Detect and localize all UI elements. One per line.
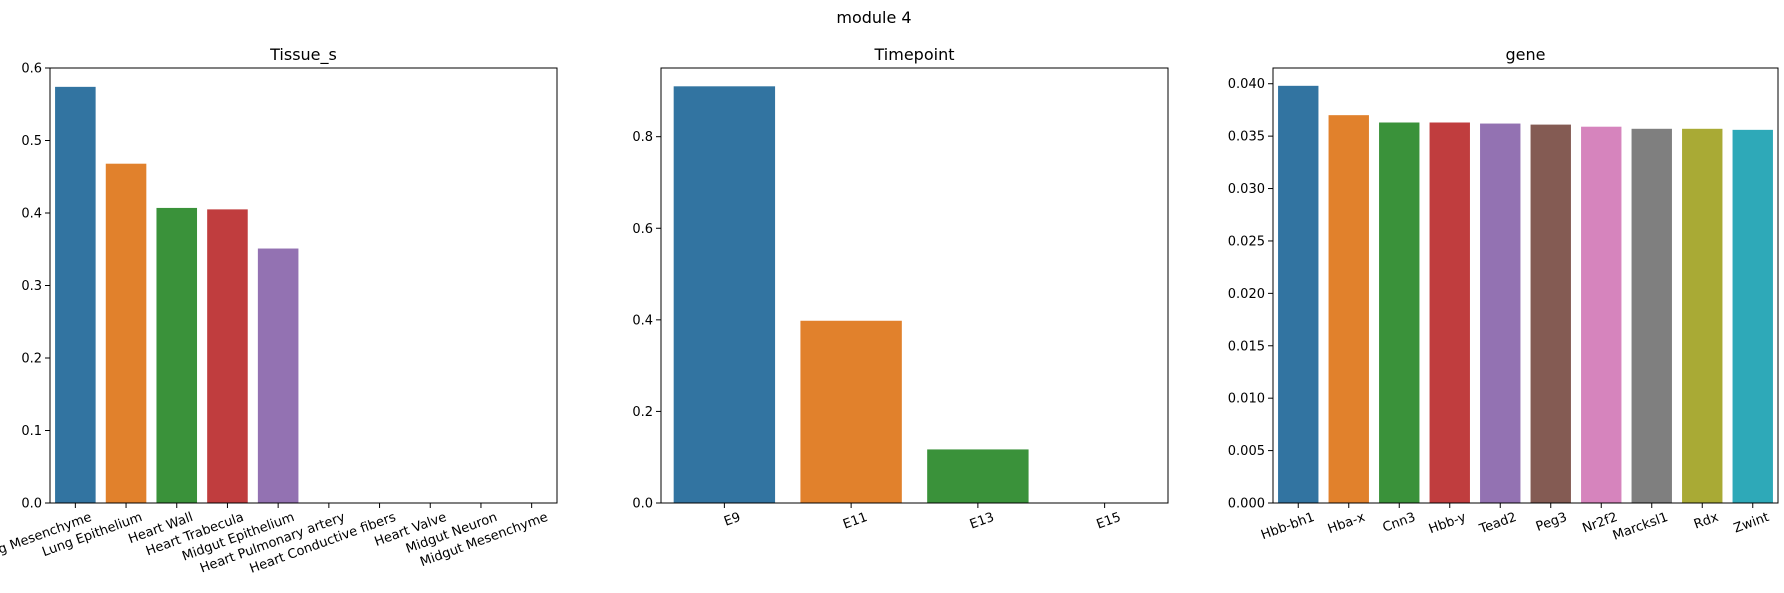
y-tick-label: 0.2 xyxy=(632,405,653,420)
y-tick-label: 0.020 xyxy=(1228,287,1265,302)
y-tick-label: 0.005 xyxy=(1228,444,1265,459)
x-tick-label: Tead2 xyxy=(1477,510,1519,538)
y-tick-label: 0.2 xyxy=(21,352,42,367)
x-tick-label: E15 xyxy=(1095,510,1123,533)
x-tick-label: E11 xyxy=(841,510,869,533)
plot-frame xyxy=(660,67,1169,504)
y-tick-label: 0.035 xyxy=(1228,130,1265,145)
bar-heart-wall xyxy=(156,207,198,504)
y-tick-label: 0.025 xyxy=(1228,234,1265,249)
x-tick-label: Hbb-bh1 xyxy=(1259,510,1317,543)
x-tick-label: Marcksl1 xyxy=(1611,510,1670,544)
bar-e9 xyxy=(673,86,776,503)
y-tick-label: 0.040 xyxy=(1228,77,1265,92)
y-tick-label: 0.030 xyxy=(1228,182,1265,197)
x-tick-label: Hba-x xyxy=(1326,510,1367,537)
y-tick-label: 0.000 xyxy=(1228,497,1265,512)
y-tick-label: 0.0 xyxy=(632,497,653,512)
bar-e13 xyxy=(927,449,1029,503)
chart-panel-timepoint: Timepoint 0.0 0.2 0.4 0.6 0.8 E9 E11 E13 E15 xyxy=(632,45,1169,533)
y-tick-label: 0.010 xyxy=(1228,392,1265,407)
y-tick-label: 0.6 xyxy=(632,222,653,237)
chart-title: Timepoint xyxy=(874,45,955,64)
x-tick-label: E13 xyxy=(968,510,996,533)
bar-hbb-y xyxy=(1429,122,1470,503)
y-tick-label: 0.8 xyxy=(632,130,653,145)
y-tick-label: 0.1 xyxy=(21,424,42,439)
bar-zwint xyxy=(1732,129,1773,503)
x-tick-label: Cnn3 xyxy=(1381,510,1418,536)
bar-rdx xyxy=(1682,128,1723,504)
bar-peg3 xyxy=(1530,124,1571,503)
bar-cnn3 xyxy=(1379,122,1420,503)
bar-e11 xyxy=(800,320,902,503)
y-tick-label: 0.0 xyxy=(21,497,42,512)
bar-marcksl1 xyxy=(1631,128,1672,504)
y-tick-label: 0.6 xyxy=(21,62,42,77)
x-tick-label: E9 xyxy=(722,510,743,530)
x-tick-label: Zwint xyxy=(1732,510,1771,537)
bar-lung-mesenchyme xyxy=(55,86,96,503)
x-tick-label: Rdx xyxy=(1692,510,1721,533)
x-tick-label: Hbb-y xyxy=(1427,510,1469,537)
plot-frame xyxy=(1272,67,1779,504)
chart-panel-gene: gene 0.000 0.005 0.010 0.015 0.020 0.025 0.030 0… xyxy=(1228,45,1779,544)
figure-title: module 4 xyxy=(836,8,911,27)
x-tick-label: Peg3 xyxy=(1534,510,1569,535)
bar-nr2f2 xyxy=(1581,126,1622,503)
bar-tead2 xyxy=(1480,123,1521,504)
plot-frame xyxy=(49,67,558,504)
y-tick-label: 0.4 xyxy=(632,313,653,328)
bar-hbb-bh1 xyxy=(1278,85,1319,503)
bar-midgut-epithelium xyxy=(257,248,299,503)
bar-hba-x xyxy=(1328,115,1369,504)
bar-lung-epithelium xyxy=(105,163,147,503)
y-tick-label: 0.3 xyxy=(21,279,42,294)
y-tick-label: 0.4 xyxy=(21,207,42,222)
chart-title: Tissue_s xyxy=(269,45,337,65)
y-tick-label: 0.015 xyxy=(1228,339,1265,354)
y-tick-label: 0.5 xyxy=(21,134,42,149)
chart-title: gene xyxy=(1506,45,1546,64)
bar-heart-trabecula xyxy=(207,209,248,503)
